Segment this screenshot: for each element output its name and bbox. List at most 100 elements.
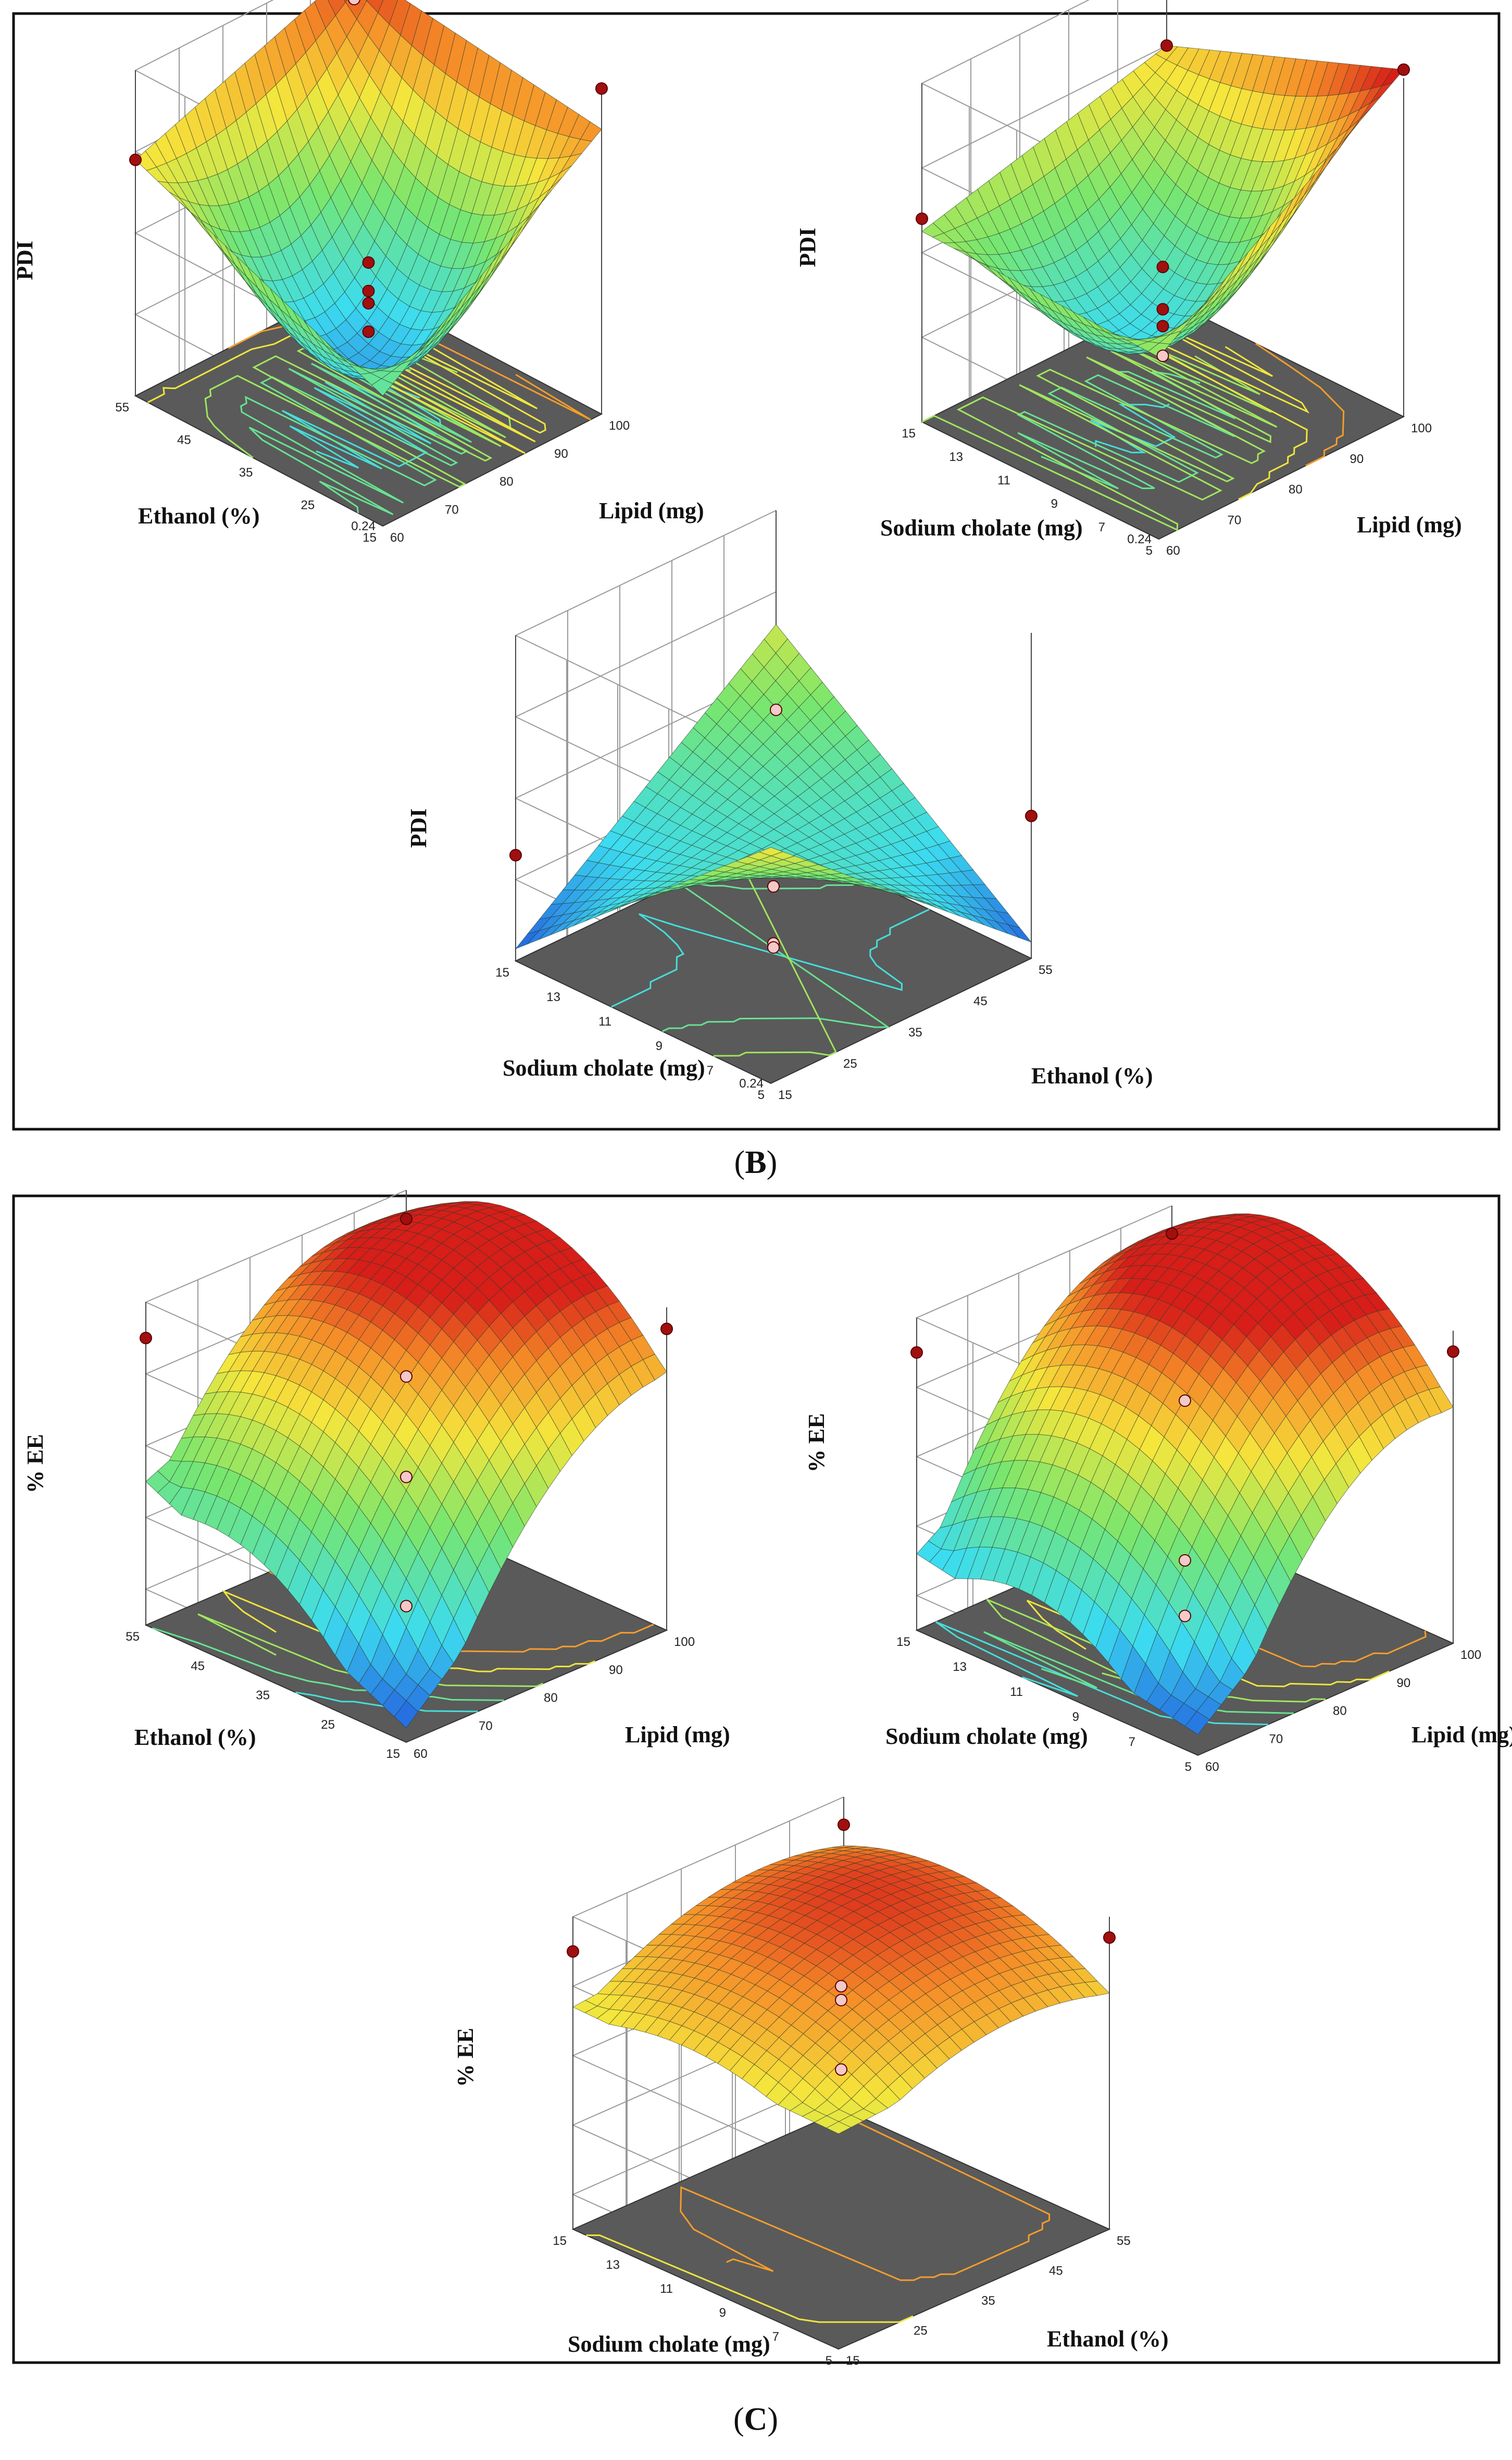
response-surface xyxy=(921,45,1404,358)
response-surface xyxy=(135,0,602,396)
y-tick-label: 5 xyxy=(758,1088,765,1102)
y-axis-title: Sodium cholate (mg) xyxy=(885,1724,1088,1749)
design-point xyxy=(1025,809,1038,822)
design-point xyxy=(1179,1394,1191,1407)
y-tick-label: 13 xyxy=(546,990,560,1004)
design-point xyxy=(140,1331,152,1344)
contour-floor xyxy=(571,2108,1111,2350)
x-axis-title: Lipid (mg) xyxy=(1357,512,1462,538)
x-axis-title: Ethanol (%) xyxy=(1047,2326,1168,2352)
y-tick-label: 7 xyxy=(707,1064,714,1078)
x-tick-label: 80 xyxy=(499,475,514,489)
y-tick-label: 7 xyxy=(1098,520,1105,534)
panel-c-frame xyxy=(12,1194,1501,2364)
y-tick-label: 9 xyxy=(1072,1710,1079,1724)
contour-line xyxy=(611,908,930,1008)
x-axis-title: Lipid (mg) xyxy=(599,498,704,523)
design-point xyxy=(509,848,522,861)
contour-line xyxy=(680,2112,1051,2281)
contour-line xyxy=(1017,370,1235,490)
design-point xyxy=(1156,320,1169,333)
x-tick-label: 60 xyxy=(390,531,404,545)
y-axis-title: Sodium cholate (mg) xyxy=(880,515,1083,541)
design-point xyxy=(129,153,142,166)
y-axis-title: Ethanol (%) xyxy=(134,1725,256,1750)
x-tick-label: 60 xyxy=(414,1747,428,1761)
y-tick-label: 9 xyxy=(1051,497,1058,511)
panel-b-label: (B) xyxy=(734,1145,778,1180)
y-tick-label: 5 xyxy=(826,2354,832,2368)
contour-line xyxy=(1255,343,1345,467)
z-axis-title: PDI xyxy=(406,808,431,848)
surface-patch xyxy=(1147,343,1171,358)
x-tick-label: 15 xyxy=(778,1088,792,1102)
y-tick-label: 15 xyxy=(386,1747,400,1761)
x-tick-label: 25 xyxy=(843,1057,857,1071)
contour-line xyxy=(921,346,1278,531)
design-point xyxy=(1160,39,1173,52)
y-tick-label: 25 xyxy=(301,498,315,513)
response-surface xyxy=(572,1845,1110,2134)
x-tick-label: 35 xyxy=(981,2294,995,2308)
x-tick-label: 90 xyxy=(1397,1676,1411,1690)
design-point xyxy=(1447,1345,1459,1358)
x-tick-label: 60 xyxy=(1205,1760,1219,1774)
design-point xyxy=(400,1470,413,1483)
surface-patch xyxy=(826,2121,852,2134)
y-tick-label: 11 xyxy=(997,473,1010,488)
y-tick-label: 35 xyxy=(239,466,253,480)
design-point xyxy=(595,82,608,95)
surface-patch xyxy=(371,378,393,396)
surface-plot-1: 0.240.260.280.30.32607080901001525354555… xyxy=(12,0,704,545)
y-tick-label: 15 xyxy=(902,427,916,441)
design-point xyxy=(1179,1609,1191,1622)
contour-line xyxy=(1018,1584,1390,1688)
y-tick-label: 11 xyxy=(598,1015,611,1029)
surface-plot-6: 50607080901525354555579111315Ethanol (%)… xyxy=(453,1796,1168,2368)
x-tick-label: 90 xyxy=(554,447,568,461)
contour-line xyxy=(1090,403,1176,454)
surface-patch xyxy=(394,1700,419,1729)
x-tick-label: 35 xyxy=(908,1026,922,1040)
y-tick-label: 15 xyxy=(896,1635,910,1649)
response-surface xyxy=(916,1213,1454,1735)
design-point xyxy=(1156,349,1169,363)
y-tick-label: 11 xyxy=(660,2282,673,2296)
design-point xyxy=(348,0,360,6)
x-tick-label: 60 xyxy=(1166,544,1180,558)
contour-line xyxy=(221,1589,596,1672)
design-point xyxy=(400,1213,413,1226)
panel-c-label: (C) xyxy=(733,2402,778,2437)
y-tick-label: 15 xyxy=(495,966,509,980)
design-point xyxy=(400,1600,413,1613)
response-surface xyxy=(515,623,1032,950)
y-tick-label: 15 xyxy=(553,2234,567,2248)
surface-plot-3: 0.240.260.280.30.321525354555579111315Et… xyxy=(406,510,1153,1102)
x-tick-label: 25 xyxy=(914,2324,928,2338)
surface-patch xyxy=(344,0,347,3)
contour-line xyxy=(662,881,891,1032)
x-axis-title: Lipid (mg) xyxy=(1411,1722,1512,1747)
y-tick-label: 45 xyxy=(191,1659,205,1673)
design-point xyxy=(400,1370,413,1383)
x-tick-label: 15 xyxy=(846,2354,860,2368)
y-tick-label: 55 xyxy=(126,1630,140,1644)
y-tick-label: 9 xyxy=(656,1039,663,1053)
surface-plot-2: 0.240.260.280.30.3260708090100579111315L… xyxy=(795,0,1462,558)
contour-line xyxy=(986,1599,1326,1703)
design-point xyxy=(1166,1227,1178,1240)
response-surface xyxy=(145,1201,667,1729)
design-point xyxy=(1156,260,1169,273)
y-tick-label: 45 xyxy=(177,433,191,447)
x-axis-title: Lipid (mg) xyxy=(625,1722,730,1747)
y-tick-label: 7 xyxy=(772,2330,779,2344)
y-axis-title: Sodium cholate (mg) xyxy=(503,1055,705,1081)
design-point xyxy=(362,256,375,269)
y-tick-label: 55 xyxy=(115,401,129,415)
z-tick-label: 0.24 xyxy=(739,1077,764,1091)
z-axis-title: % EE xyxy=(453,2028,478,2087)
design-point xyxy=(1156,303,1169,316)
z-tick-label: 0.24 xyxy=(1127,532,1152,546)
surface-plot-5: 506070809060708090100579111315Lipid (mg)… xyxy=(804,1205,1512,1774)
